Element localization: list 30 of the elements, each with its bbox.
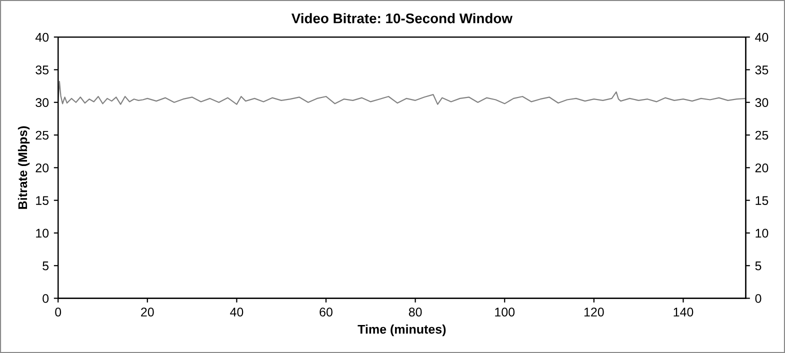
x-tick-label: 20 (141, 308, 154, 316)
y-axis-title: Bitrate (Mbps) (18, 126, 30, 209)
y-tick-label: 0 (42, 294, 49, 303)
y-tick-label: 5 (42, 262, 49, 270)
y2-tick-label: 10 (756, 228, 768, 238)
y-tick-label: 30 (36, 98, 49, 108)
x-tick-label: 80 (408, 308, 422, 316)
chart-title: Video Bitrate: 10-Second Window (291, 13, 513, 24)
y2-tick-label: 35 (755, 66, 768, 74)
x-tick-label: 140 (674, 308, 694, 316)
y2-tick-label: 0 (755, 294, 762, 303)
x-axis-title: Time (minutes) (358, 324, 446, 336)
x-tick-label: 60 (320, 308, 332, 316)
x-tick-label: 0 (55, 308, 62, 316)
y2-tick-label: 20 (755, 163, 768, 172)
y-tick-label: 10 (36, 228, 49, 238)
y2-tick-label: 40 (755, 32, 768, 42)
y2-tick-label: 15 (756, 196, 768, 205)
y2-tick-label: 25 (755, 130, 768, 140)
y-tick-label: 40 (35, 32, 49, 42)
y-tick-label: 15 (36, 196, 49, 205)
y-tick-label: 20 (36, 163, 49, 172)
x-tick-label: 100 (495, 308, 515, 316)
y-tick-label: 35 (36, 66, 49, 74)
y2-tick-label: 30 (755, 98, 768, 108)
x-tick-label: 120 (584, 308, 604, 316)
line-series (58, 80, 746, 105)
y-tick-label: 25 (36, 130, 49, 140)
y2-tick-label: 5 (755, 262, 762, 270)
x-tick-label: 40 (230, 308, 244, 316)
